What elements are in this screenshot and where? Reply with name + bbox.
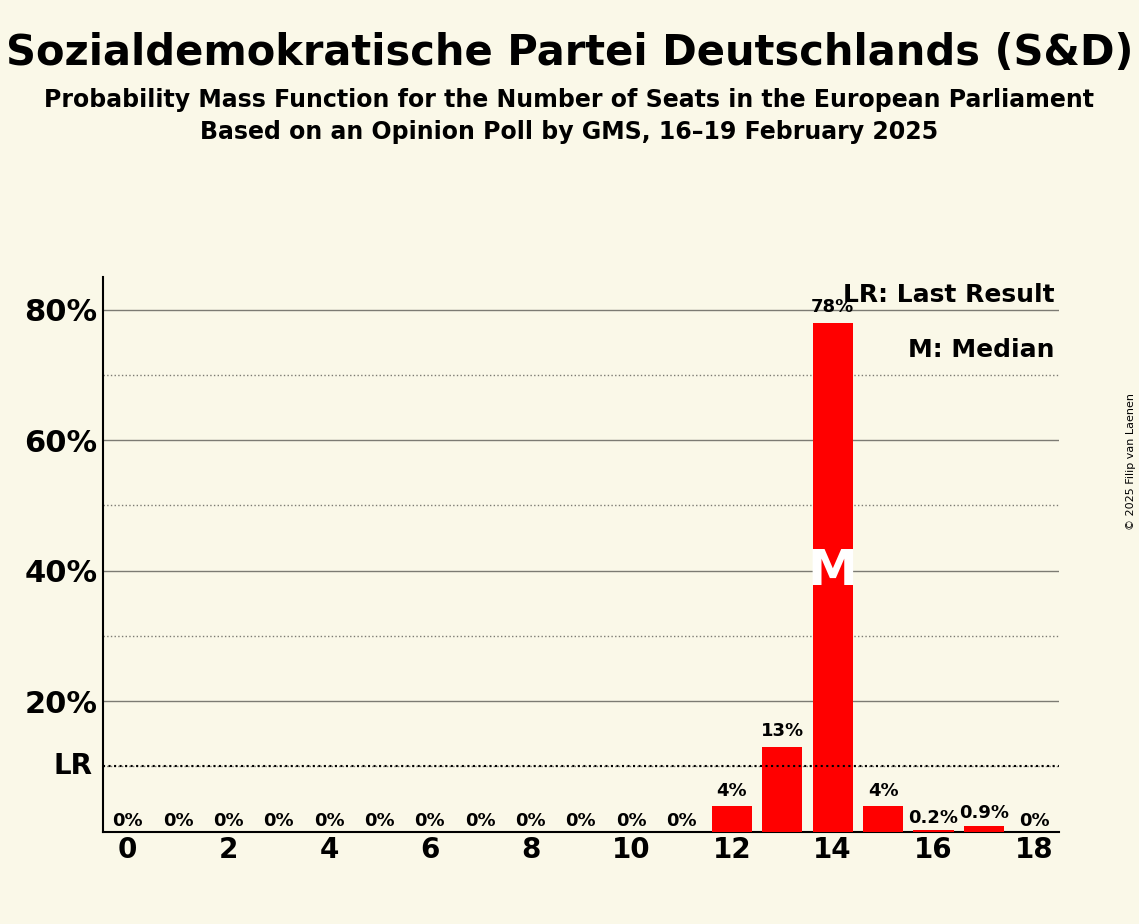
Text: 0%: 0% (666, 811, 697, 830)
Text: 0%: 0% (1018, 811, 1049, 830)
Text: 4%: 4% (716, 783, 747, 800)
Bar (812, 322, 853, 832)
Text: 0.9%: 0.9% (959, 805, 1009, 822)
Text: 0%: 0% (263, 811, 294, 830)
Text: 0%: 0% (415, 811, 445, 830)
Text: 0.2%: 0.2% (909, 809, 958, 827)
Text: 0%: 0% (566, 811, 596, 830)
Text: LR: LR (54, 752, 93, 781)
Text: LR: Last Result: LR: Last Result (843, 283, 1055, 307)
Bar (913, 831, 953, 832)
Text: 0%: 0% (163, 811, 194, 830)
Text: 0%: 0% (515, 811, 546, 830)
Text: M: M (808, 547, 858, 595)
Text: 4%: 4% (868, 783, 899, 800)
Text: M: Median: M: Median (908, 338, 1055, 362)
Bar (762, 747, 803, 832)
Text: © 2025 Filip van Laenen: © 2025 Filip van Laenen (1125, 394, 1136, 530)
Text: Based on an Opinion Poll by GMS, 16–19 February 2025: Based on an Opinion Poll by GMS, 16–19 F… (200, 120, 939, 144)
Text: Probability Mass Function for the Number of Seats in the European Parliament: Probability Mass Function for the Number… (44, 88, 1095, 112)
Text: 78%: 78% (811, 298, 854, 316)
Text: 13%: 13% (761, 723, 804, 740)
Text: Sozialdemokratische Partei Deutschlands (S&D): Sozialdemokratische Partei Deutschlands … (6, 32, 1133, 74)
Bar (712, 806, 752, 832)
Text: 0%: 0% (364, 811, 395, 830)
Text: 0%: 0% (314, 811, 344, 830)
Text: 0%: 0% (113, 811, 144, 830)
Bar (964, 826, 1003, 832)
Text: 0%: 0% (213, 811, 244, 830)
Text: 0%: 0% (616, 811, 647, 830)
Text: 0%: 0% (465, 811, 495, 830)
Bar (863, 806, 903, 832)
